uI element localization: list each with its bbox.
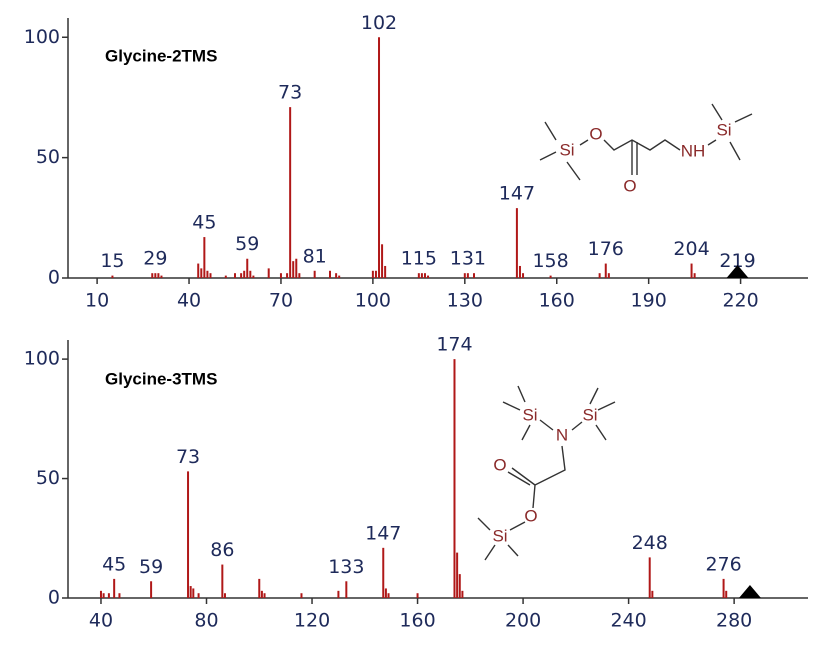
- peak-label: 276: [705, 553, 741, 575]
- x-tick-label: 160: [539, 290, 575, 312]
- atom-label: Si: [716, 120, 731, 139]
- x-tick-label: 280: [716, 610, 752, 632]
- x-tick-label: 40: [89, 610, 113, 632]
- peak-label: 133: [328, 556, 364, 578]
- peak-label: 115: [401, 248, 437, 270]
- atom-label: Si: [522, 405, 537, 424]
- x-tick-label: 160: [399, 610, 435, 632]
- peak-label: 158: [532, 250, 568, 272]
- x-tick-label: 70: [269, 290, 293, 312]
- x-tick-label: 10: [85, 290, 109, 312]
- y-tick-label: 0: [48, 587, 60, 609]
- x-tick-label: 120: [294, 610, 330, 632]
- peak-label: 204: [673, 238, 709, 260]
- chart-title: Glycine-3TMS: [105, 369, 217, 388]
- atom-label: Si: [559, 140, 574, 159]
- peak-label: 73: [278, 82, 302, 104]
- peak-label: 219: [719, 250, 755, 272]
- peak-label: 131: [450, 248, 486, 270]
- atom-label: O: [589, 124, 602, 143]
- atom-label: Si: [492, 526, 507, 545]
- peak-label: 86: [210, 539, 234, 561]
- atom-label: Si: [582, 405, 597, 424]
- structure: Si O O NH Si: [539, 103, 753, 195]
- peak-label: 176: [588, 238, 624, 260]
- y-tick-label: 100: [24, 26, 60, 48]
- atom-label: N: [556, 425, 568, 444]
- peak-label: 29: [143, 248, 167, 270]
- peak-label: 15: [100, 250, 124, 272]
- peak-label: 174: [436, 334, 472, 356]
- x-tick-label: 80: [194, 610, 218, 632]
- peak-label: 248: [632, 532, 668, 554]
- atom-label: NH: [681, 141, 706, 160]
- peak-label: 73: [176, 446, 200, 468]
- x-tick-label: 130: [447, 290, 483, 312]
- peak-label: 147: [499, 183, 535, 205]
- marker: [726, 265, 749, 278]
- peak-label: 147: [365, 522, 401, 544]
- x-tick-label: 240: [610, 610, 646, 632]
- peak-label: 102: [361, 12, 397, 34]
- x-tick-label: 200: [505, 610, 541, 632]
- atom-label: O: [623, 176, 636, 195]
- peak-label: 81: [303, 245, 327, 267]
- chart-title: Glycine-2TMS: [105, 46, 217, 65]
- structure: Si N Si O O Si: [477, 385, 616, 561]
- x-tick-label: 40: [177, 290, 201, 312]
- y-tick-label: 0: [48, 267, 60, 289]
- peak-label: 45: [192, 212, 216, 234]
- y-tick-label: 100: [24, 348, 60, 370]
- atom-label: O: [493, 455, 506, 474]
- peak-label: 59: [139, 556, 163, 578]
- y-tick-label: 50: [36, 146, 60, 168]
- y-tick-label: 50: [36, 467, 60, 489]
- peak-label: 59: [235, 233, 259, 255]
- x-tick-label: 190: [631, 290, 667, 312]
- atom-label: O: [524, 506, 537, 525]
- x-tick-label: 100: [355, 290, 391, 312]
- peak-label: 45: [102, 553, 126, 575]
- marker: [738, 585, 761, 598]
- x-tick-label: 220: [722, 290, 758, 312]
